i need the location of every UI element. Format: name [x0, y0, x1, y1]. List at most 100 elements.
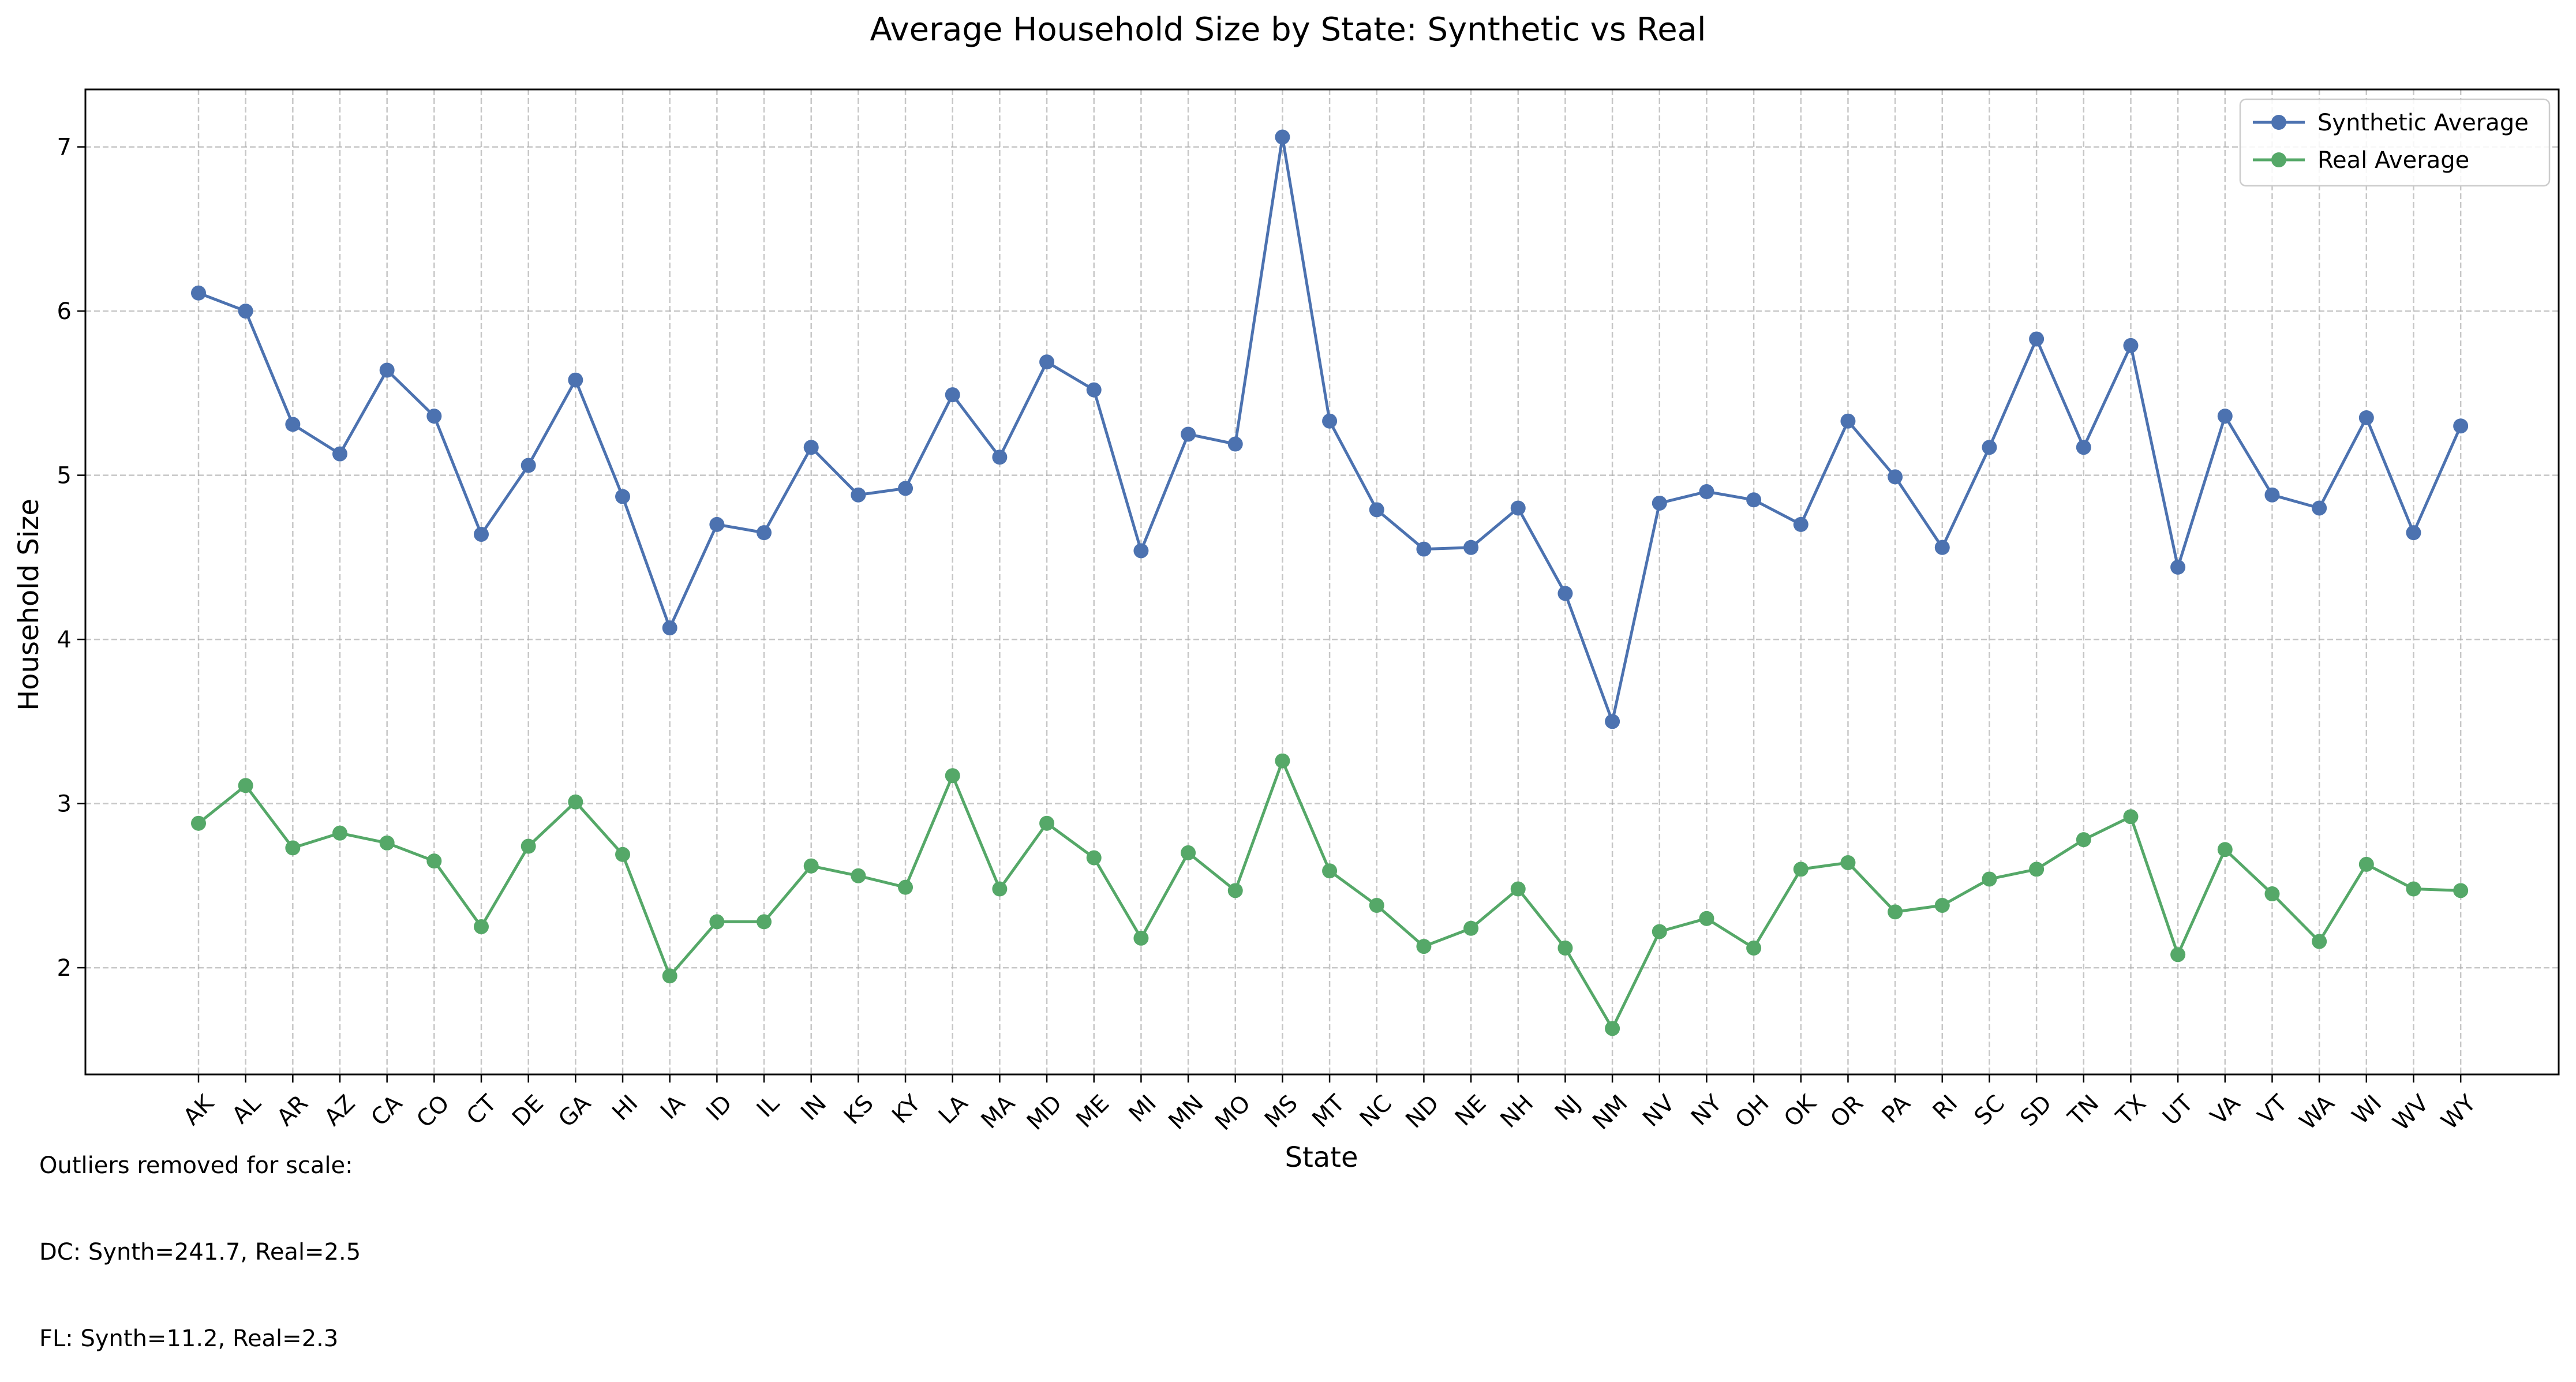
x-tick-label: NE [1450, 1090, 1492, 1132]
x-tick-label: NC [1355, 1090, 1397, 1132]
data-point [474, 919, 489, 934]
data-point [1086, 850, 1102, 866]
data-point [1605, 714, 1620, 729]
x-tick-label: NY [1686, 1090, 1727, 1131]
data-point [1605, 1021, 1620, 1036]
data-point [2123, 809, 2139, 825]
data-point [379, 362, 395, 378]
data-point [2358, 410, 2374, 425]
data-point [2123, 338, 2139, 353]
data-point [2453, 418, 2469, 434]
data-point [1463, 920, 1479, 936]
x-tick-label: PA [1877, 1089, 1916, 1129]
data-point [568, 372, 583, 388]
data-point [615, 489, 631, 504]
data-point [1840, 855, 1856, 870]
data-point [568, 794, 583, 810]
legend-marker [2271, 115, 2286, 130]
data-point [332, 825, 348, 841]
data-point [1086, 382, 1102, 398]
data-point [2406, 525, 2421, 541]
data-point [662, 968, 677, 984]
series-layer [191, 129, 2469, 1036]
legend-label: Synthetic Average [2317, 110, 2529, 136]
data-point [803, 858, 819, 874]
x-tick-label: VA [2206, 1089, 2246, 1130]
data-point [1793, 516, 1809, 532]
y-tick-label: 5 [57, 463, 72, 489]
x-tick-label: ME [1071, 1090, 1114, 1133]
data-point [238, 304, 253, 319]
data-point [1888, 469, 1903, 485]
data-point [1275, 129, 1290, 145]
data-point [1510, 881, 1526, 897]
legend: Synthetic Average Real Average [2239, 98, 2551, 187]
data-point [1275, 753, 1290, 769]
x-tick-label: CA [366, 1089, 407, 1131]
y-tick-label: 3 [57, 791, 72, 818]
data-point [2076, 440, 2091, 455]
x-tick-label: MS [1260, 1090, 1303, 1133]
data-point [1369, 897, 1384, 913]
data-point [1557, 940, 1573, 956]
x-tick-label: WI [2347, 1090, 2387, 1130]
data-point [1039, 354, 1055, 370]
legend-box [2239, 98, 2551, 187]
data-point [2029, 331, 2045, 347]
data-point [426, 853, 442, 869]
x-tick-label: VT [2253, 1090, 2293, 1130]
x-tick-label: NV [1638, 1089, 1680, 1132]
data-point [191, 285, 206, 301]
x-tick-label: NJ [1550, 1090, 1586, 1126]
data-point [1181, 426, 1196, 442]
data-point [851, 487, 866, 503]
x-tick-label: MO [1210, 1090, 1256, 1136]
outlier-note-line: FL: Synth=11.2, Real=2.3 [39, 1325, 339, 1352]
data-point [757, 914, 772, 930]
data-point [285, 417, 301, 432]
data-point [1322, 413, 1338, 429]
data-point [2312, 934, 2327, 949]
x-tick-label: IN [796, 1090, 832, 1126]
data-point [1840, 413, 1856, 429]
chart-title: Average Household Size by State: Synthet… [870, 11, 1706, 48]
data-point [851, 868, 866, 883]
x-tick-label: HI [607, 1090, 643, 1126]
plot-frame [84, 88, 2560, 1076]
x-tick-label: TX [2111, 1090, 2151, 1130]
x-tick-label: TN [2063, 1090, 2105, 1132]
data-point [1652, 924, 1667, 939]
x-tick-label: IA [656, 1089, 691, 1125]
x-tick-label: LA [934, 1089, 974, 1129]
x-tick-label: NM [1587, 1090, 1633, 1135]
data-point [1793, 862, 1809, 877]
data-point [1934, 897, 1950, 913]
data-point [945, 387, 960, 403]
data-point [474, 526, 489, 542]
data-point [1699, 484, 1714, 500]
data-point [1133, 543, 1149, 559]
data-point [1227, 436, 1243, 452]
data-point [1416, 939, 1432, 954]
data-point [615, 847, 631, 862]
x-tick-label: SC [1970, 1090, 2010, 1130]
data-point [2170, 947, 2186, 962]
data-point [2453, 883, 2469, 898]
data-point [285, 840, 301, 856]
x-tick-label: MN [1163, 1090, 1208, 1135]
x-tick-label: ID [701, 1090, 737, 1126]
data-point [238, 778, 253, 793]
data-point [1557, 586, 1573, 601]
data-point [2170, 559, 2186, 575]
x-tick-label: GA [553, 1089, 596, 1132]
y-tick-label: 4 [57, 627, 72, 653]
x-tick-label: MD [1022, 1090, 1068, 1136]
outlier-note-line: Outliers removed for scale: [39, 1152, 353, 1179]
data-point [191, 815, 206, 831]
legend-marker [2271, 152, 2286, 167]
data-point [2264, 886, 2280, 902]
data-point [709, 516, 725, 532]
data-point [1746, 492, 1762, 508]
data-point [1039, 815, 1055, 831]
grid [85, 89, 2559, 1074]
